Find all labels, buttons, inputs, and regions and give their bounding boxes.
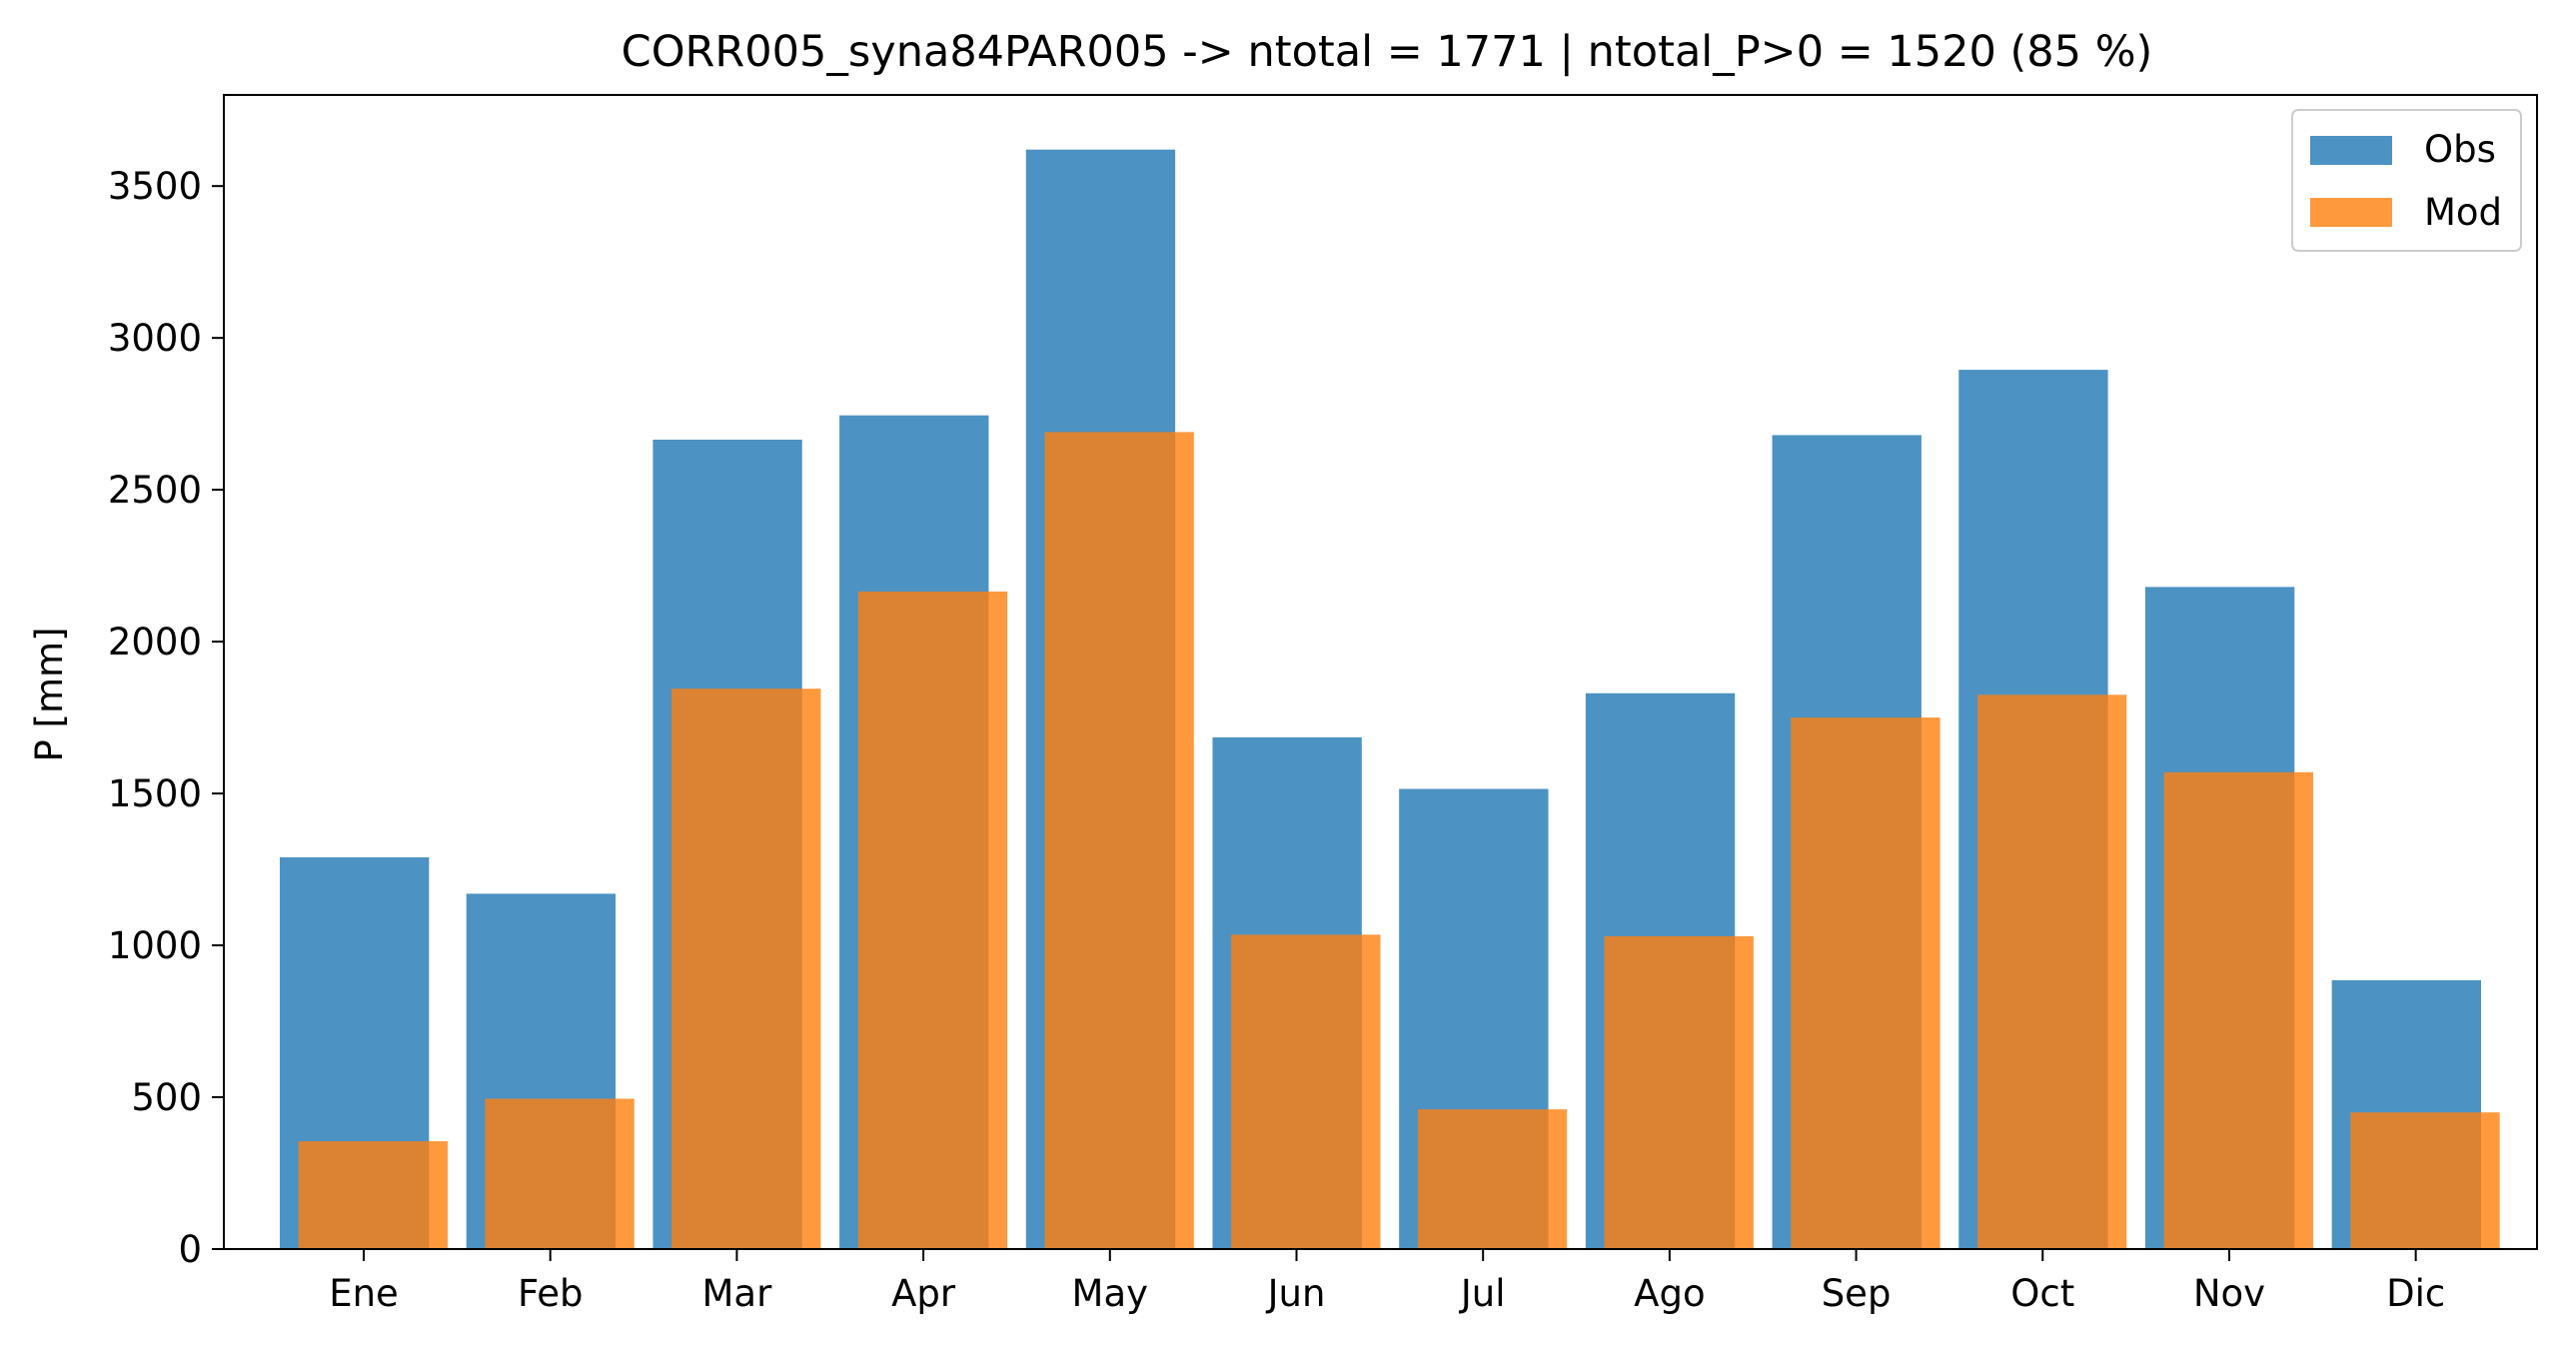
bar-mod-nov [2163, 771, 2313, 1249]
y-axis-ticks: 0 500 1000 1500 2000 2500 3000 3500 [108, 165, 224, 1271]
bar-mod-may [1044, 432, 1194, 1249]
bars-layer [280, 149, 2500, 1250]
legend-label-mod: Mod [2424, 191, 2502, 234]
bar-mod-jul [1417, 1109, 1568, 1249]
x-axis-ticks: Ene Feb Mar Apr May Jun Jul Ago Sep Oct Nov Dic [329, 1249, 2445, 1315]
plot-frame [223, 94, 2538, 1250]
x-tick-label-sep: Sep [1822, 1272, 1892, 1315]
x-tick-label-mar: Mar [702, 1272, 773, 1315]
y-tick-label: 1500 [108, 772, 202, 815]
legend: Obs Mod [2291, 109, 2522, 252]
y-tick-label: 3500 [108, 165, 202, 208]
bar-mod-ene [298, 1141, 449, 1249]
y-axis-label: P [mm] [28, 627, 71, 761]
bar-mod-sep [1791, 717, 1940, 1249]
bar-mod-jun [1231, 934, 1381, 1249]
y-tick-label: 2500 [108, 469, 202, 512]
y-tick-label: 1000 [108, 924, 202, 967]
x-tick-label-may: May [1072, 1272, 1149, 1315]
bar-mod-mar [671, 688, 821, 1249]
legend-label-obs: Obs [2424, 128, 2496, 171]
legend-swatch-mod [2310, 198, 2392, 227]
x-tick-label-ene: Ene [329, 1272, 399, 1315]
y-tick-label: 0 [178, 1228, 202, 1271]
bar-mod-dic [2350, 1112, 2500, 1249]
y-tick-label: 3000 [108, 317, 202, 360]
x-tick-label-oct: Oct [2010, 1272, 2074, 1315]
x-tick-label-jun: Jun [1266, 1272, 1326, 1315]
bar-mod-oct [1976, 694, 2127, 1249]
x-tick-label-feb: Feb [518, 1272, 584, 1315]
bar-mod-apr [857, 591, 1008, 1249]
x-tick-label-dic: Dic [2386, 1272, 2445, 1315]
y-tick-label: 2000 [108, 621, 202, 664]
bar-mod-feb [485, 1098, 635, 1249]
chart-title: CORR005_syna84PAR005 -> ntotal = 1771 | … [622, 27, 2153, 77]
x-tick-label-jul: Jul [1459, 1272, 1506, 1315]
x-tick-label-apr: Apr [891, 1272, 956, 1315]
x-tick-label-ago: Ago [1634, 1272, 1705, 1315]
legend-swatch-obs [2310, 136, 2392, 165]
bar-mod-ago [1604, 935, 1754, 1249]
y-tick-label: 500 [131, 1076, 202, 1119]
x-tick-label-nov: Nov [2193, 1272, 2265, 1315]
